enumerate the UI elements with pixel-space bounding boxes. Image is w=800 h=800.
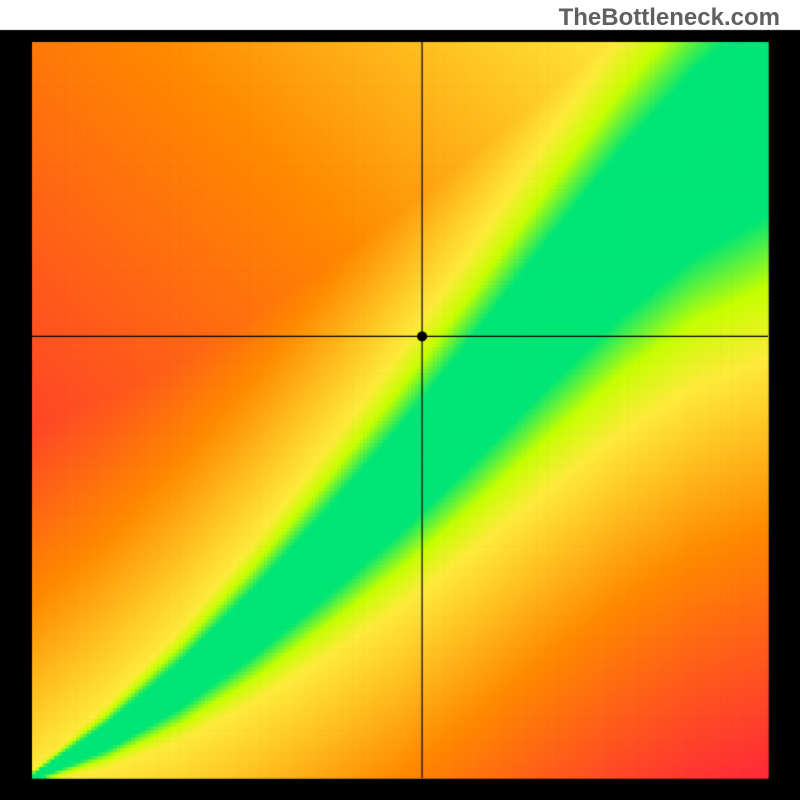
chart-container: TheBottleneck.com xyxy=(0,0,800,800)
watermark-text: TheBottleneck.com xyxy=(559,4,780,32)
bottleneck-heatmap-canvas xyxy=(0,0,800,800)
